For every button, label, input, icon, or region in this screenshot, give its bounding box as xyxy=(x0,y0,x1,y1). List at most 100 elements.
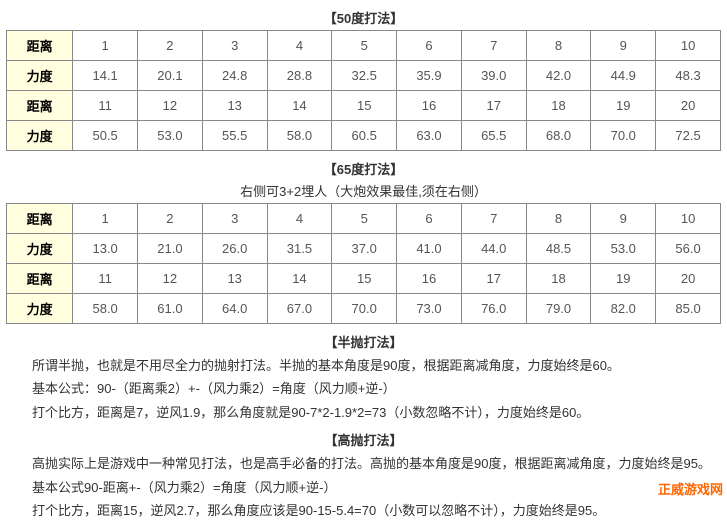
cell: 58.0 xyxy=(73,294,138,324)
label-distance: 距离 xyxy=(7,31,73,61)
cell: 58.0 xyxy=(267,121,332,151)
cell: 10 xyxy=(656,204,721,234)
cell: 65.5 xyxy=(461,121,526,151)
cell: 53.0 xyxy=(138,121,203,151)
cell: 70.0 xyxy=(332,294,397,324)
cell: 6 xyxy=(397,204,462,234)
cell: 32.5 xyxy=(332,61,397,91)
cell: 15 xyxy=(332,91,397,121)
cell: 11 xyxy=(73,91,138,121)
cell: 3 xyxy=(202,204,267,234)
cell: 4 xyxy=(267,31,332,61)
cell: 13.0 xyxy=(73,234,138,264)
cell: 28.8 xyxy=(267,61,332,91)
cell: 17 xyxy=(461,91,526,121)
cell: 21.0 xyxy=(138,234,203,264)
cell: 5 xyxy=(332,204,397,234)
cell: 82.0 xyxy=(591,294,656,324)
label-power: 力度 xyxy=(7,121,73,151)
cell: 19 xyxy=(591,91,656,121)
cell: 20 xyxy=(656,91,721,121)
cell: 73.0 xyxy=(397,294,462,324)
cell: 9 xyxy=(591,31,656,61)
cell: 24.8 xyxy=(202,61,267,91)
half-throw-title: 【半抛打法】 xyxy=(6,332,721,351)
cell: 15 xyxy=(332,264,397,294)
cell: 85.0 xyxy=(656,294,721,324)
cell: 31.5 xyxy=(267,234,332,264)
high-throw-p1: 高抛实际上是游戏中一种常见打法，也是高手必备的打法。高抛的基本角度是90度，根据… xyxy=(6,452,721,475)
cell: 13 xyxy=(202,91,267,121)
cell: 79.0 xyxy=(526,294,591,324)
label-power: 力度 xyxy=(7,234,73,264)
section-65-subtitle: 右侧可3+2埋人（大炮效果最佳,须在右侧） xyxy=(6,181,721,200)
cell: 26.0 xyxy=(202,234,267,264)
cell: 1 xyxy=(73,204,138,234)
cell: 8 xyxy=(526,204,591,234)
cell: 2 xyxy=(138,204,203,234)
section-65-title: 【65度打法】 xyxy=(6,159,721,178)
high-throw-p3: 打个比方，距离15，逆风2.7，那么角度应该是90-15-5.4=70（小数可以… xyxy=(6,499,721,522)
cell: 67.0 xyxy=(267,294,332,324)
label-power: 力度 xyxy=(7,61,73,91)
table-65: 距离 1 2 3 4 5 6 7 8 9 10 力度 13.0 21.0 26.… xyxy=(6,203,721,324)
cell: 11 xyxy=(73,264,138,294)
cell: 7 xyxy=(461,204,526,234)
cell: 9 xyxy=(591,204,656,234)
cell: 44.9 xyxy=(591,61,656,91)
cell: 37.0 xyxy=(332,234,397,264)
section-50-title: 【50度打法】 xyxy=(6,8,721,27)
half-throw-p3: 打个比方，距离是7，逆风1.9，那么角度就是90-7*2-1.9*2=73（小数… xyxy=(6,401,721,424)
cell: 20 xyxy=(656,264,721,294)
cell: 72.5 xyxy=(656,121,721,151)
cell: 48.5 xyxy=(526,234,591,264)
cell: 16 xyxy=(397,264,462,294)
high-throw-title: 【高抛打法】 xyxy=(6,430,721,449)
label-distance: 距离 xyxy=(7,204,73,234)
cell: 18 xyxy=(526,264,591,294)
cell: 64.0 xyxy=(202,294,267,324)
cell: 7 xyxy=(461,31,526,61)
cell: 20.1 xyxy=(138,61,203,91)
cell: 10 xyxy=(656,31,721,61)
cell: 68.0 xyxy=(526,121,591,151)
cell: 14.1 xyxy=(73,61,138,91)
cell: 12 xyxy=(138,264,203,294)
table-50: 距离 1 2 3 4 5 6 7 8 9 10 力度 14.1 20.1 24.… xyxy=(6,30,721,151)
cell: 55.5 xyxy=(202,121,267,151)
cell: 12 xyxy=(138,91,203,121)
watermark-text: 正威游戏网 xyxy=(658,479,723,498)
cell: 50.5 xyxy=(73,121,138,151)
cell: 8 xyxy=(526,31,591,61)
label-distance: 距离 xyxy=(7,264,73,294)
cell: 53.0 xyxy=(591,234,656,264)
cell: 3 xyxy=(202,31,267,61)
cell: 2 xyxy=(138,31,203,61)
cell: 1 xyxy=(73,31,138,61)
cell: 13 xyxy=(202,264,267,294)
cell: 14 xyxy=(267,91,332,121)
label-distance: 距离 xyxy=(7,91,73,121)
cell: 5 xyxy=(332,31,397,61)
cell: 41.0 xyxy=(397,234,462,264)
cell: 56.0 xyxy=(656,234,721,264)
cell: 61.0 xyxy=(138,294,203,324)
high-throw-p2: 基本公式90-距离+-（风力乘2）=角度（风力顺+逆-） xyxy=(6,476,721,499)
cell: 17 xyxy=(461,264,526,294)
half-throw-p1: 所谓半抛，也就是不用尽全力的抛射打法。半抛的基本角度是90度，根据距离减角度，力… xyxy=(6,354,721,377)
cell: 44.0 xyxy=(461,234,526,264)
cell: 4 xyxy=(267,204,332,234)
cell: 6 xyxy=(397,31,462,61)
cell: 35.9 xyxy=(397,61,462,91)
half-throw-p2: 基本公式：90-（距离乘2）+-（风力乘2）=角度（风力顺+逆-） xyxy=(6,377,721,400)
label-power: 力度 xyxy=(7,294,73,324)
cell: 70.0 xyxy=(591,121,656,151)
cell: 19 xyxy=(591,264,656,294)
cell: 18 xyxy=(526,91,591,121)
cell: 63.0 xyxy=(397,121,462,151)
cell: 76.0 xyxy=(461,294,526,324)
cell: 48.3 xyxy=(656,61,721,91)
cell: 39.0 xyxy=(461,61,526,91)
cell: 16 xyxy=(397,91,462,121)
cell: 42.0 xyxy=(526,61,591,91)
